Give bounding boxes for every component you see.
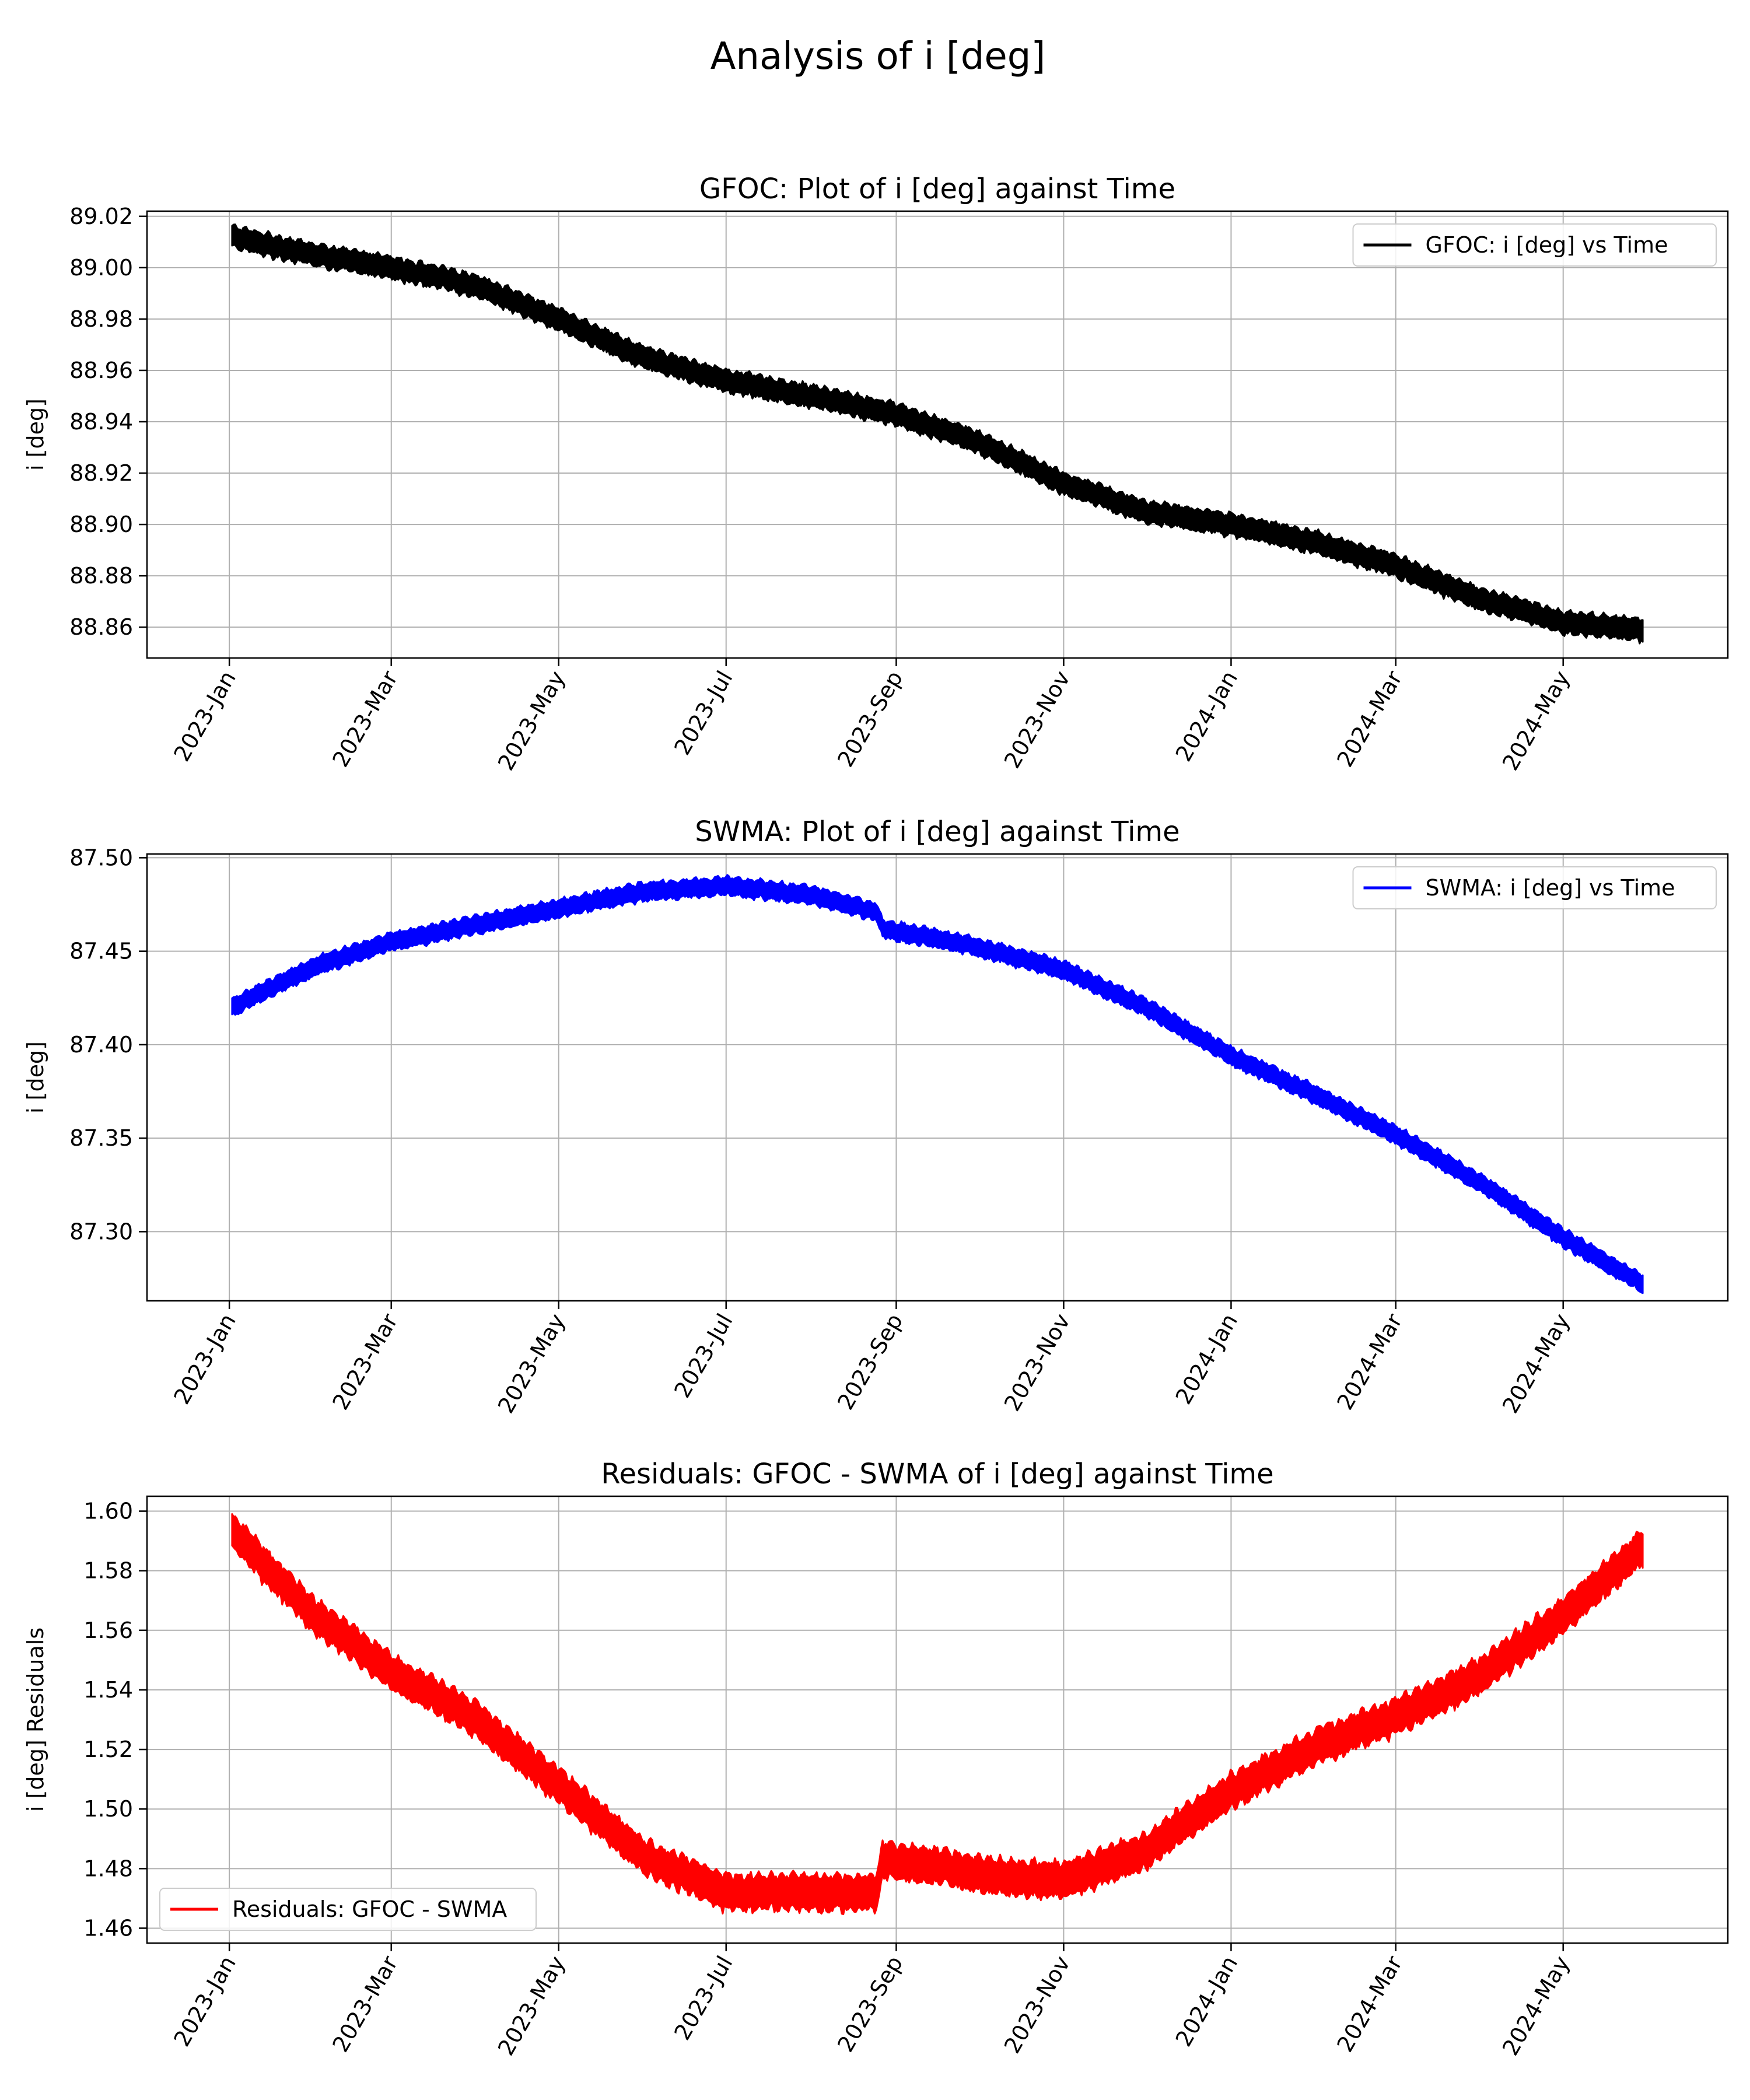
y-tick-label: 1.58 xyxy=(83,1558,133,1584)
series-band xyxy=(231,874,1644,1294)
x-tick-label: 2024-Jan xyxy=(1171,667,1243,766)
legend-label: SWMA: i [deg] vs Time xyxy=(1426,875,1675,901)
y-tick-label: 88.88 xyxy=(69,563,133,589)
x-tick-label: 2023-Jan xyxy=(169,1952,241,2051)
legend-box xyxy=(1352,866,1717,909)
chart-title: GFOC: Plot of i [deg] against Time xyxy=(699,173,1175,205)
legend: GFOC: i [deg] vs Time xyxy=(1352,223,1717,267)
y-tick-label: 88.96 xyxy=(69,358,133,383)
y-tick-label: 88.90 xyxy=(69,512,133,537)
axes-frame xyxy=(146,853,1729,1302)
x-tick-label: 2024-Mar xyxy=(1332,1951,1407,2056)
y-tick-label: 87.30 xyxy=(69,1219,133,1244)
legend-box xyxy=(1352,223,1717,267)
y-tick-label: 87.45 xyxy=(69,939,133,964)
legend-label: Residuals: GFOC - SWMA xyxy=(232,1896,507,1922)
y-tick-label: 1.60 xyxy=(83,1499,133,1524)
y-tick-label: 88.86 xyxy=(69,614,133,640)
chart-title: Residuals: GFOC - SWMA of i [deg] agains… xyxy=(601,1458,1273,1490)
y-axis-label: i [deg] xyxy=(23,398,48,471)
y-tick-label: 88.94 xyxy=(69,409,133,435)
axes-frame xyxy=(146,210,1729,659)
y-tick-label: 89.02 xyxy=(69,204,133,229)
series-band xyxy=(231,1513,1644,1916)
x-tick-label: 2024-May xyxy=(1497,1310,1575,1418)
x-tick-label: 2023-Jan xyxy=(169,1310,241,1409)
x-tick-label: 2023-Jan xyxy=(169,667,241,766)
chart-panels: GFOC: Plot of i [deg] against Time 88.86 8… xyxy=(23,173,1729,2060)
x-tick-label: 2023-Mar xyxy=(327,1309,402,1414)
x-tick-label: 2024-May xyxy=(1497,1952,1575,2060)
x-tick-label: 2023-Mar xyxy=(327,666,402,771)
y-tick-label: 88.92 xyxy=(69,460,133,486)
series-band xyxy=(231,223,1644,645)
legend-box xyxy=(159,1888,537,1931)
chart-title: SWMA: Plot of i [deg] against Time xyxy=(695,816,1180,848)
legend: SWMA: i [deg] vs Time xyxy=(1352,866,1717,909)
y-tick-label: 87.35 xyxy=(69,1125,133,1151)
x-tick-label: 2023-Mar xyxy=(327,1951,402,2056)
y-axis-label: i [deg] xyxy=(23,1041,48,1114)
y-tick-label: 1.46 xyxy=(83,1915,133,1941)
chart-panel-2: SWMA: Plot of i [deg] against Time 87.30 8… xyxy=(23,816,1729,1418)
x-tick-label: 2023-Jul xyxy=(669,1952,737,2045)
x-tick-label: 2023-Sep xyxy=(832,1310,908,1415)
x-tick-label: 2024-Mar xyxy=(1332,666,1407,771)
y-tick-label: 87.50 xyxy=(69,845,133,870)
x-tick-label: 2023-Sep xyxy=(832,667,908,772)
x-tick-label: 2023-Jul xyxy=(669,667,737,760)
y-tick-label: 88.98 xyxy=(69,306,133,332)
legend-label: GFOC: i [deg] vs Time xyxy=(1426,232,1668,258)
x-tick-label: 2024-Jan xyxy=(1171,1310,1243,1409)
figure-title: Analysis of i [deg] xyxy=(710,35,1046,78)
x-tick-label: 2024-Jan xyxy=(1171,1952,1243,2051)
x-tick-label: 2023-May xyxy=(493,1310,570,1418)
legend: Residuals: GFOC - SWMA xyxy=(159,1888,537,1931)
x-tick-label: 2023-Jul xyxy=(669,1310,737,1402)
x-tick-label: 2024-Mar xyxy=(1332,1309,1407,1414)
x-tick-label: 2023-May xyxy=(493,667,570,775)
y-tick-label: 87.40 xyxy=(69,1032,133,1058)
x-tick-label: 2023-Sep xyxy=(832,1952,908,2057)
chart-panel-3: Residuals: GFOC - SWMA of i [deg] agains… xyxy=(23,1458,1729,2060)
y-axis-label: i [deg] Residuals xyxy=(23,1628,48,1812)
y-tick-label: 1.52 xyxy=(83,1737,133,1762)
y-tick-label: 89.00 xyxy=(69,255,133,281)
y-tick-label: 1.54 xyxy=(83,1677,133,1703)
y-tick-label: 1.48 xyxy=(83,1856,133,1881)
y-tick-label: 1.56 xyxy=(83,1618,133,1643)
chart-panel-1: GFOC: Plot of i [deg] against Time 88.86 8… xyxy=(23,173,1729,775)
x-tick-label: 2023-Nov xyxy=(999,1952,1075,2058)
x-tick-label: 2023-May xyxy=(493,1952,570,2060)
axes-frame xyxy=(146,1495,1729,1944)
x-tick-label: 2023-Nov xyxy=(999,1310,1075,1416)
x-tick-label: 2023-Nov xyxy=(999,667,1075,773)
x-tick-label: 2024-May xyxy=(1497,667,1575,775)
y-tick-label: 1.50 xyxy=(83,1796,133,1822)
